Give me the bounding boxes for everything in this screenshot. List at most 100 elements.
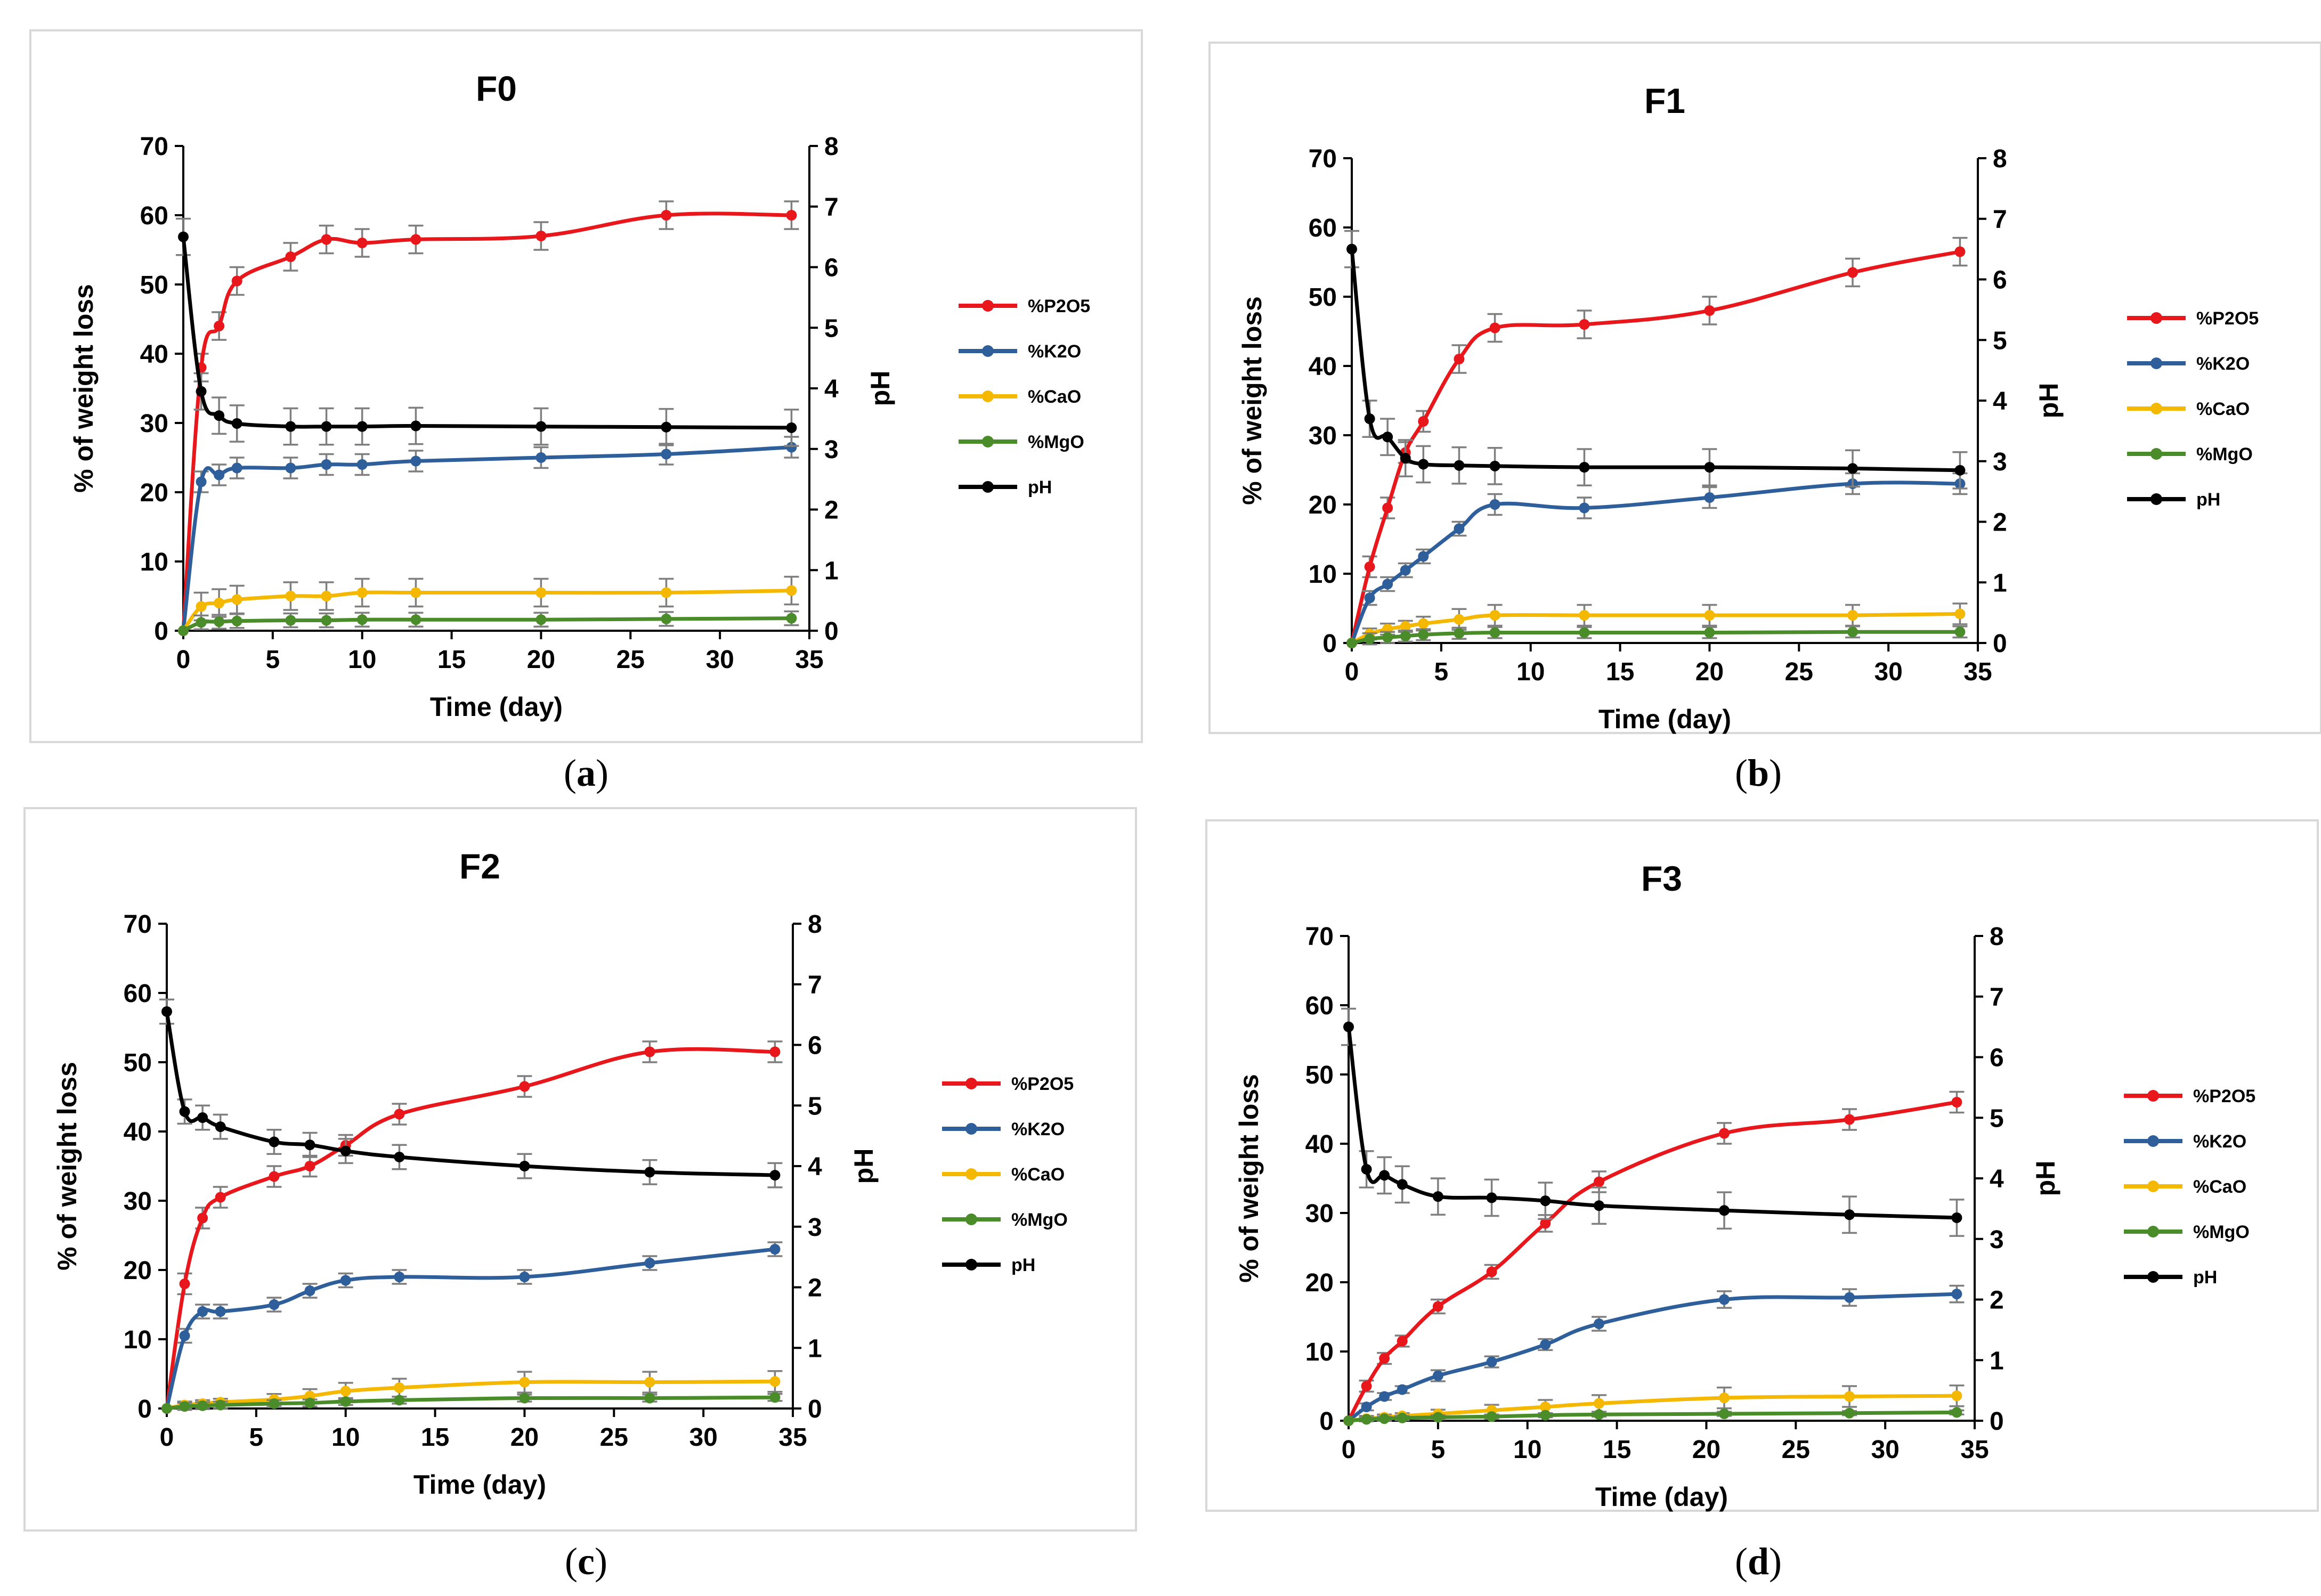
y2-tick-label: 8	[808, 910, 822, 939]
chart-f3: F30 5 10 15 20 25 30 35010203040506070012345678…	[1234, 859, 2255, 1512]
data-point	[644, 1167, 655, 1178]
x-tick-label: 10	[1516, 658, 1545, 686]
data-point	[519, 1161, 530, 1171]
data-point	[1432, 1301, 1443, 1312]
y2-tick-label: 3	[1993, 448, 2007, 476]
data-point	[394, 1272, 405, 1282]
series-line	[182, 589, 792, 632]
series-line	[181, 445, 792, 631]
data-point	[769, 1392, 781, 1403]
data-point	[214, 616, 225, 628]
data-point	[285, 591, 296, 601]
data-point	[535, 231, 547, 241]
data-point	[1343, 1415, 1354, 1426]
y-tick-label: 50	[140, 271, 168, 299]
data-point	[1579, 627, 1590, 638]
data-point	[340, 1386, 351, 1397]
y-tick-label: 40	[1309, 353, 1337, 381]
data-point	[1418, 629, 1429, 640]
x-tick-label: 30	[705, 646, 734, 674]
legend-marker	[2147, 1090, 2159, 1102]
data-point	[197, 1400, 208, 1411]
x-tick-label: 0	[160, 1423, 174, 1452]
legend-label: %P2O5	[2196, 308, 2259, 329]
y-tick-label: 50	[1309, 283, 1337, 312]
chart-title: F1	[1644, 81, 1685, 120]
y-tick-label: 70	[124, 910, 152, 939]
series-line	[1350, 250, 1961, 644]
x-tick-label: 30	[689, 1423, 717, 1452]
legend-label: %CaO	[1028, 387, 1081, 407]
legend-label: %P2O5	[1011, 1074, 1074, 1094]
data-point	[304, 1161, 315, 1171]
x-tick-label: 0	[1345, 658, 1359, 686]
y2-tick-label: 3	[824, 436, 839, 464]
series-mgo	[1346, 625, 1968, 648]
data-point	[178, 625, 189, 636]
caption-b: (b)	[1734, 752, 1782, 794]
data-point	[535, 452, 547, 463]
data-point	[1719, 1128, 1730, 1139]
data-point	[269, 1299, 280, 1310]
series-mgo	[1343, 1407, 1965, 1426]
data-point	[214, 321, 225, 331]
x-tick-label: 10	[331, 1423, 360, 1452]
x-tick-label: 35	[1963, 658, 1992, 686]
legend-marker	[965, 1123, 977, 1135]
y2-tick-label: 4	[1993, 387, 2007, 416]
series-cao	[161, 1370, 783, 1414]
y-tick-label: 40	[140, 340, 168, 369]
series-ph	[1341, 1007, 1965, 1237]
data-point	[321, 459, 332, 470]
data-point	[1594, 1200, 1604, 1211]
y2-axis-label: pH	[865, 371, 895, 406]
x-tick-label: 35	[1960, 1436, 1989, 1464]
y2-tick-label: 6	[1993, 266, 2007, 295]
y2-tick-label: 5	[1990, 1104, 2004, 1133]
y-axis-label: % of weight loss	[52, 1062, 82, 1271]
data-point	[786, 442, 797, 453]
data-point	[1579, 502, 1590, 514]
data-point	[269, 1398, 280, 1409]
data-point	[1400, 453, 1411, 464]
legend-label: pH	[1028, 477, 1052, 498]
data-point	[1489, 610, 1500, 621]
legend-marker	[965, 1259, 977, 1271]
legend-marker	[965, 1214, 977, 1225]
data-point	[1704, 305, 1715, 316]
legend-marker	[965, 1078, 977, 1089]
y2-tick-label: 7	[1990, 983, 2004, 1012]
legend-label: %MgO	[1011, 1210, 1068, 1230]
data-point	[356, 587, 368, 598]
y-tick-label: 40	[124, 1118, 152, 1146]
data-point	[196, 617, 207, 628]
legend-marker	[2150, 312, 2162, 324]
y-tick-label: 70	[1309, 145, 1337, 173]
series-line	[165, 1047, 775, 1409]
x-tick-label: 25	[1785, 658, 1813, 686]
y-tick-label: 20	[140, 479, 168, 507]
data-point	[661, 587, 672, 598]
data-point	[1954, 608, 1966, 620]
data-point	[1454, 628, 1465, 639]
caption-c: (c)	[565, 1540, 607, 1583]
y2-tick-label: 7	[808, 971, 822, 999]
data-point	[1844, 1209, 1855, 1220]
data-point	[340, 1275, 351, 1286]
data-point	[321, 591, 332, 601]
data-point	[321, 615, 332, 626]
data-point	[340, 1396, 351, 1407]
data-point	[769, 1376, 781, 1387]
y2-tick-label: 2	[1993, 509, 2007, 537]
data-point	[519, 1272, 530, 1282]
y2-tick-label: 0	[808, 1395, 822, 1423]
legend-marker	[982, 436, 994, 447]
y-tick-label: 30	[140, 410, 168, 438]
caption-d: (d)	[1734, 1540, 1782, 1583]
series-line	[1350, 481, 1960, 644]
data-point	[1343, 1021, 1354, 1032]
legend-marker	[982, 481, 994, 493]
data-point	[1346, 638, 1357, 648]
data-point	[356, 459, 368, 470]
data-point	[1594, 1176, 1604, 1187]
